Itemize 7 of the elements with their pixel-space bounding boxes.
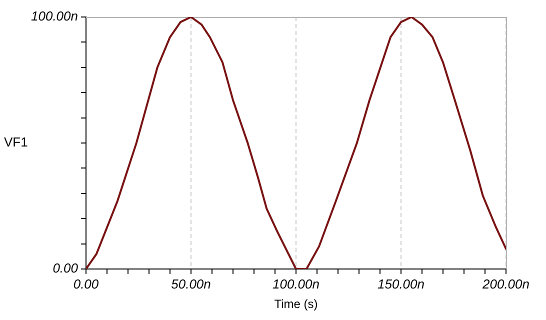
y-axis-title: VF1 bbox=[4, 134, 28, 150]
x-tick-label: 200.00n bbox=[482, 276, 530, 292]
x-axis-title: Time (s) bbox=[274, 297, 318, 312]
x-tick-label: 150.00n bbox=[378, 276, 424, 292]
x-tick-label: 50.00n bbox=[171, 276, 211, 292]
x-tick-label: 100.00n bbox=[272, 276, 320, 292]
x-tick-label: 0.00 bbox=[73, 276, 100, 292]
